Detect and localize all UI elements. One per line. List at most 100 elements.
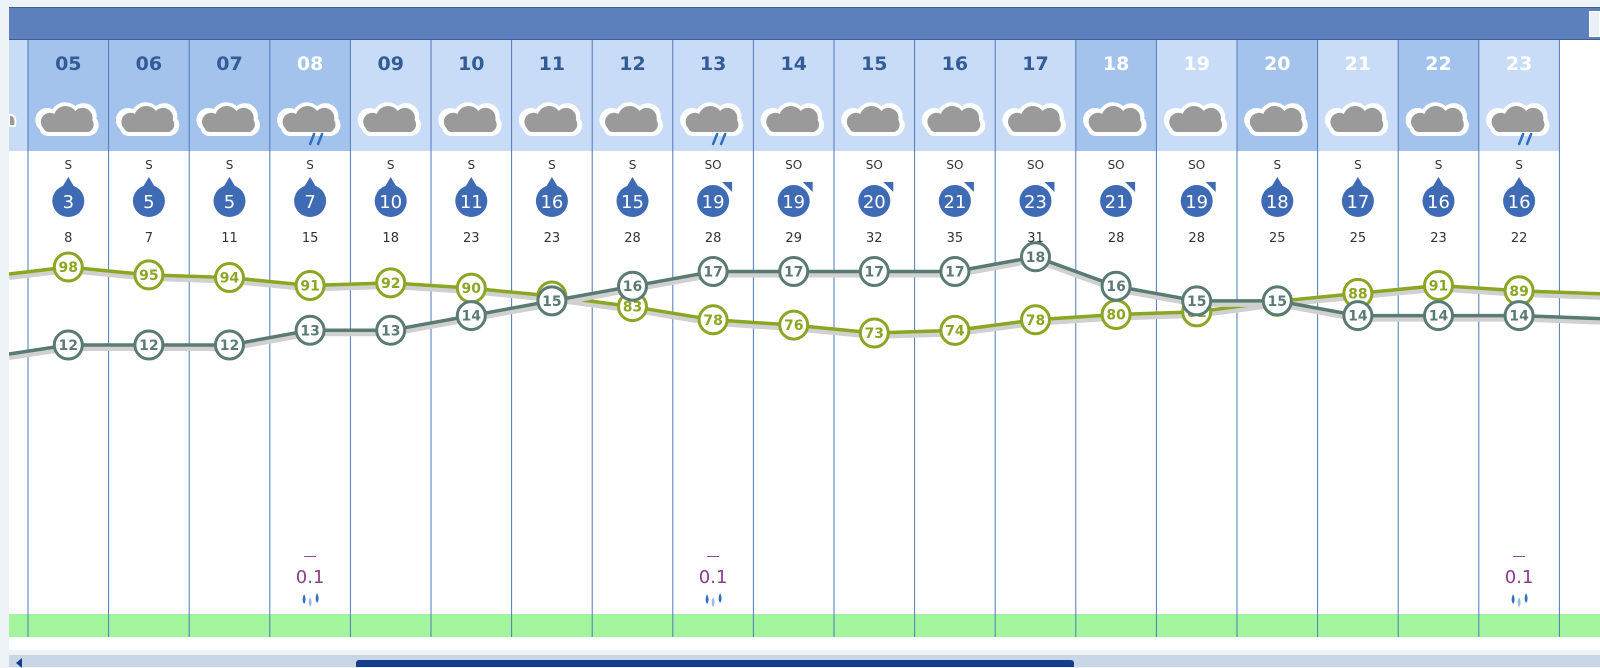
temperature-value-label: 13 <box>381 323 400 339</box>
wind-direction-label: S <box>1354 158 1362 172</box>
partial-column-header <box>9 40 28 151</box>
wind-speed-badge <box>697 185 730 217</box>
wind-speed-value: 16 <box>1427 192 1450 213</box>
cloud-icon <box>357 102 422 136</box>
humidity-point <box>1423 269 1454 301</box>
wind-arrow-icon <box>722 182 733 192</box>
wind-speed-badge <box>374 185 407 217</box>
precipitation-value: 0.1 <box>1505 567 1534 588</box>
humidity-point <box>778 309 810 341</box>
temperature-point <box>697 256 729 287</box>
rain-drops-icon <box>1517 132 1533 146</box>
wind-arrow-icon <box>1125 182 1136 192</box>
wind-arrow-icon <box>1432 177 1445 187</box>
humidity-value-label: 78 <box>1026 313 1045 329</box>
cloud-icon <box>1163 102 1228 136</box>
rain-drops-icon <box>302 593 319 607</box>
wind-arrow-icon <box>223 177 236 187</box>
wind-speed-badge <box>1180 185 1213 217</box>
header-corner-button[interactable] <box>1589 11 1600 37</box>
wind-direction-label: S <box>629 158 637 172</box>
humidity-value-label: 74 <box>945 323 965 339</box>
cloud-shape <box>1411 106 1464 132</box>
wind-speed-value: 19 <box>1185 192 1208 213</box>
cloud-shape <box>1330 106 1384 132</box>
hour-label: 09 <box>377 53 403 75</box>
cloud-icon <box>1002 102 1066 136</box>
cloud-shape <box>443 106 497 132</box>
partial-cloud-icon <box>9 113 17 127</box>
drop-shape <box>1511 594 1515 604</box>
hour-label: 10 <box>458 53 484 75</box>
wind-speed-value: 19 <box>782 192 805 213</box>
rain-drops-icon <box>705 593 722 607</box>
temperature-point <box>455 300 487 332</box>
temperature-point <box>1503 300 1535 332</box>
temperature-value-label: 12 <box>59 338 78 354</box>
wind-speed-badge <box>1019 185 1052 217</box>
temperature-value-label: 14 <box>462 309 482 325</box>
cloud-icon <box>1324 102 1389 136</box>
weather-forecast-chart: 05 06 07 08 09 10 11 12 13 14 15 16 17 18 19 20 21 22 23 S 3… <box>9 40 1600 650</box>
wind-speed-badge <box>938 185 971 217</box>
cloud-shape <box>1249 106 1303 132</box>
wind-gust-value: 29 <box>785 231 802 246</box>
temperature-value-label: 14 <box>1429 309 1449 325</box>
temperature-point <box>1181 285 1213 317</box>
hour-label: 21 <box>1345 53 1371 75</box>
cloud-shape <box>282 106 336 132</box>
precipitation-value: 0.1 <box>296 567 325 588</box>
wind-speed-badge <box>616 185 649 217</box>
scroll-left-arrow-icon[interactable] <box>16 658 22 668</box>
wind-speed-value: 10 <box>379 192 402 213</box>
scrollbar-thumb[interactable] <box>356 660 1074 667</box>
wind-gust-value: 28 <box>1188 231 1205 246</box>
cloud-icon <box>277 102 341 146</box>
wind-direction-label: S <box>1435 158 1443 172</box>
horizontal-scrollbar[interactable] <box>9 655 1600 668</box>
wind-direction-label: SO <box>1027 158 1044 172</box>
wind-speed-value: 5 <box>143 192 154 213</box>
wind-speed-badge <box>294 185 327 217</box>
cloud-shape <box>121 106 175 132</box>
hour-label: 16 <box>942 53 968 75</box>
hour-label: 14 <box>780 53 806 75</box>
humidity-point <box>1020 304 1051 336</box>
cloud-shape <box>1008 106 1061 132</box>
temperature-point <box>214 329 245 361</box>
humidity-value-label: 92 <box>381 276 400 292</box>
wind-gust-value: 8 <box>64 231 72 246</box>
hour-label: 23 <box>1506 53 1532 75</box>
cloud-shape <box>927 106 981 132</box>
cloud-shape <box>363 106 417 132</box>
wind-gust-value: 7 <box>145 231 153 246</box>
rain-drops-icon <box>711 132 727 146</box>
hour-label: 06 <box>136 53 162 75</box>
header-bar <box>9 7 1600 40</box>
temperature-value-label: 17 <box>703 265 722 281</box>
hour-label: 08 <box>297 53 323 75</box>
wind-arrow-icon <box>384 177 397 187</box>
cloud-icon <box>35 102 99 136</box>
cloud-shape <box>846 106 900 132</box>
cloud-icon <box>438 102 502 136</box>
rain-drops-icon <box>308 132 324 146</box>
temperature-point <box>1100 270 1132 302</box>
temperature-value-label: 15 <box>542 294 561 310</box>
drop-shape <box>711 597 715 607</box>
wind-arrow-icon <box>465 177 478 187</box>
wind-gust-value: 18 <box>382 231 399 246</box>
cloud-shape <box>1088 106 1142 132</box>
wind-arrow-icon <box>883 182 894 192</box>
cloud-shape <box>766 106 820 132</box>
temperature-point <box>858 256 890 287</box>
temperature-point <box>778 256 810 287</box>
wind-gust-value: 22 <box>1511 231 1528 246</box>
wind-speed-badge <box>455 185 488 217</box>
wind-speed-badge <box>1422 185 1455 217</box>
humidity-point <box>52 251 84 283</box>
wind-direction-label: SO <box>866 158 883 172</box>
wind-speed-value: 23 <box>1024 192 1047 213</box>
cloud-shape <box>1491 106 1545 132</box>
cloud-icon <box>518 102 583 136</box>
